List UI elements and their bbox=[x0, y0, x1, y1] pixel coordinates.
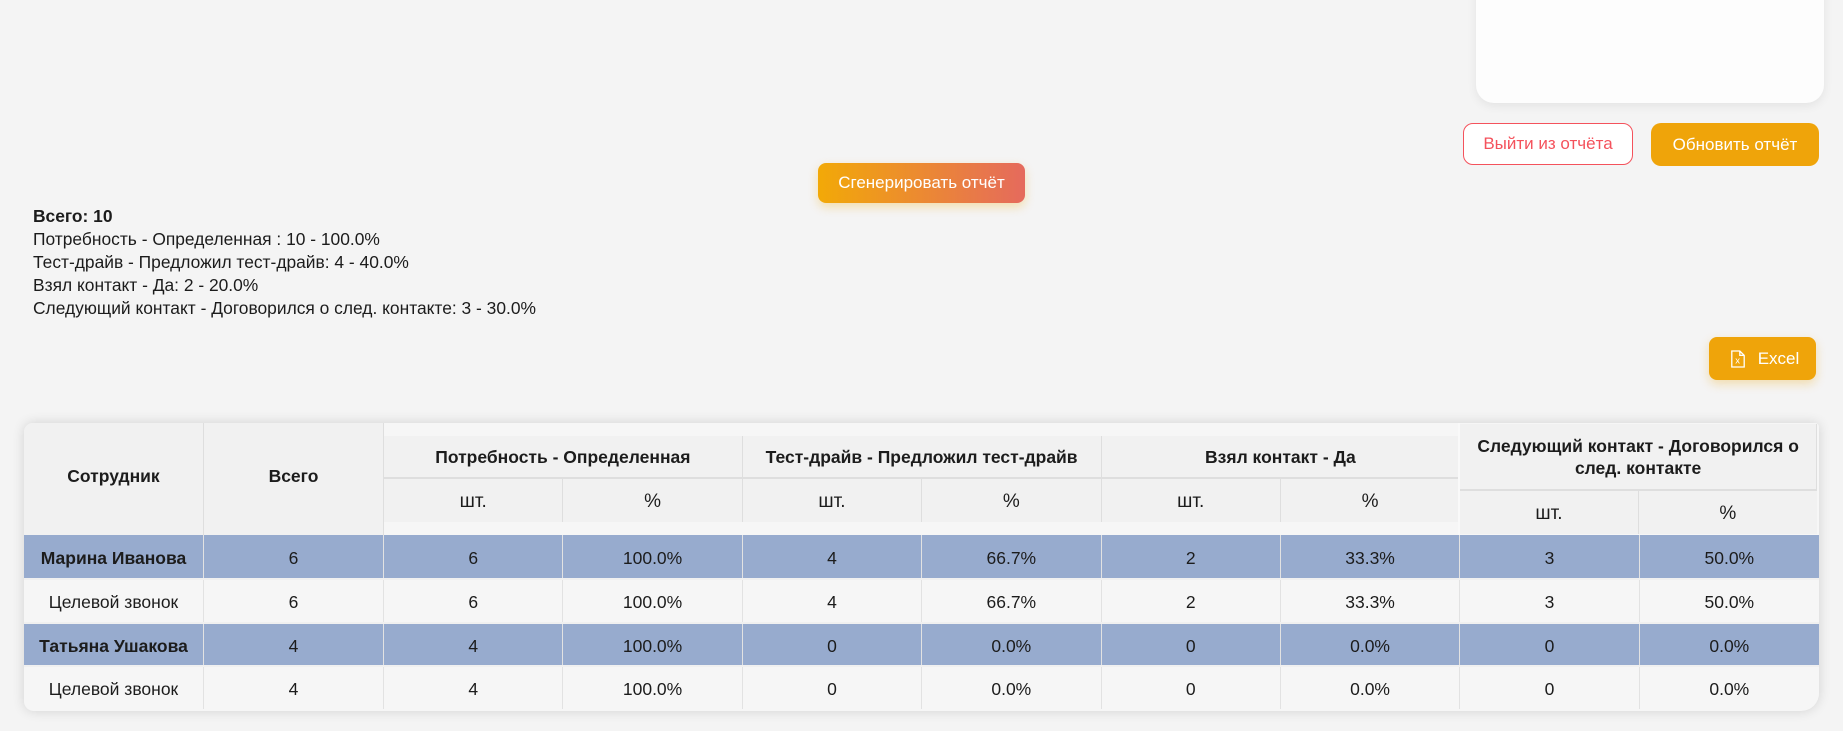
svg-text:x: x bbox=[1735, 355, 1740, 366]
